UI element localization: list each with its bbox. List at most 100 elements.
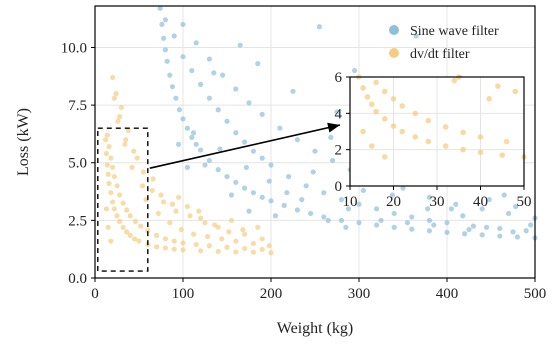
sine-point xyxy=(246,100,252,106)
sine-point xyxy=(391,210,397,217)
dvdt-point xyxy=(106,180,112,187)
arrow-line xyxy=(149,124,341,169)
inset-dvdt-point xyxy=(451,77,458,84)
dvdt-point xyxy=(110,199,116,205)
inset-dvdt-point xyxy=(373,108,379,115)
dvdt-point xyxy=(132,218,139,225)
y-tick-label: 2.5 xyxy=(68,213,87,229)
dvdt-point xyxy=(219,236,225,242)
dvdt-point xyxy=(132,236,138,242)
sine-point xyxy=(159,21,165,28)
inset-ticks: 10 20 30 40 50 0 2 4 6 xyxy=(335,70,532,210)
inset-dvdt-point xyxy=(495,83,501,89)
dvdt-point xyxy=(105,224,111,230)
dvdt-point xyxy=(169,201,176,207)
dvdt-point xyxy=(114,183,120,189)
dvdt-point xyxy=(111,206,117,212)
dvdt-point xyxy=(224,244,230,250)
dvdt-point xyxy=(240,226,246,233)
sine-point xyxy=(272,213,278,219)
sine-point xyxy=(250,148,256,154)
sine-point xyxy=(316,24,322,30)
dvdt-point xyxy=(115,118,121,124)
x-tick-label: 100 xyxy=(172,286,195,302)
inset-dvdt-point xyxy=(512,88,519,95)
sine-point xyxy=(277,125,283,131)
dvdt-point xyxy=(268,250,274,256)
inset-dvdt-point xyxy=(499,152,506,158)
legend-label-sine: Sine wave filter xyxy=(410,24,499,39)
legend-label-dvdt: dv/dt filter xyxy=(410,47,470,62)
sine-point xyxy=(486,197,492,203)
sine-point xyxy=(528,222,534,228)
sine-point xyxy=(513,203,519,210)
inset-dvdt-point xyxy=(486,96,493,102)
dvdt-point xyxy=(205,233,211,240)
sine-point xyxy=(193,141,199,147)
sine-point xyxy=(290,88,296,94)
inset-points xyxy=(355,74,527,160)
sine-point xyxy=(161,35,167,41)
inset-y-tick-label: 0 xyxy=(335,179,343,195)
inset-dvdt-point xyxy=(390,123,397,129)
sine-point xyxy=(345,206,352,212)
dvdt-point xyxy=(111,95,117,101)
dvdt-point xyxy=(140,169,146,175)
sine-point xyxy=(228,192,234,198)
dvdt-point xyxy=(145,228,151,234)
sine-point xyxy=(268,162,274,168)
dvdt-point xyxy=(102,137,109,143)
dvdt-point xyxy=(250,249,256,255)
dvdt-point xyxy=(202,220,208,226)
inset-dvdt-point xyxy=(360,128,366,135)
sine-point xyxy=(360,187,366,194)
dvdt-point xyxy=(233,238,239,244)
inset-dvdt-point xyxy=(477,134,484,140)
sine-point xyxy=(224,173,230,180)
dvdt-point xyxy=(173,208,179,214)
sine-point xyxy=(237,42,243,48)
dvdt-point xyxy=(108,190,114,196)
dvdt-point xyxy=(117,114,123,120)
dvdt-point xyxy=(139,183,146,189)
sine-point xyxy=(224,118,230,124)
dvdt-point xyxy=(111,173,117,180)
sine-point xyxy=(162,17,168,23)
sine-point xyxy=(470,223,476,229)
sine-point xyxy=(176,141,182,147)
sine-point xyxy=(325,217,331,223)
dvdt-point xyxy=(117,218,123,225)
dvdt-point xyxy=(131,148,137,154)
sine-point xyxy=(479,232,485,238)
sine-point xyxy=(409,226,415,232)
dvdt-point xyxy=(149,187,155,194)
sine-point xyxy=(444,229,450,235)
dvdt-point xyxy=(104,162,110,168)
inset-dvdt-point xyxy=(373,79,379,86)
sine-point xyxy=(217,146,223,152)
inset-x-tick-label: 40 xyxy=(473,194,488,210)
sine-point xyxy=(180,21,186,28)
sine-point xyxy=(426,217,432,223)
dvdt-point xyxy=(266,243,272,249)
sine-point xyxy=(484,224,490,230)
sine-point xyxy=(299,197,305,203)
sine-point xyxy=(162,47,168,53)
sine-point xyxy=(259,155,265,161)
dvdt-point xyxy=(198,215,204,221)
sine-point xyxy=(431,222,437,228)
dvdt-point xyxy=(178,226,184,233)
sine-point xyxy=(413,33,419,39)
inset-dvdt-point xyxy=(382,154,388,160)
sine-point xyxy=(294,137,300,143)
sine-point xyxy=(338,197,344,203)
inset-dvdt-point xyxy=(368,101,375,108)
dvdt-point xyxy=(120,200,126,206)
x-tick-label: 200 xyxy=(260,286,283,302)
inset-dvdt-point xyxy=(503,138,510,145)
sine-point xyxy=(184,125,190,131)
dvdt-point xyxy=(117,192,123,198)
x-tick-label: 500 xyxy=(524,286,547,302)
dvdt-point xyxy=(150,176,156,182)
